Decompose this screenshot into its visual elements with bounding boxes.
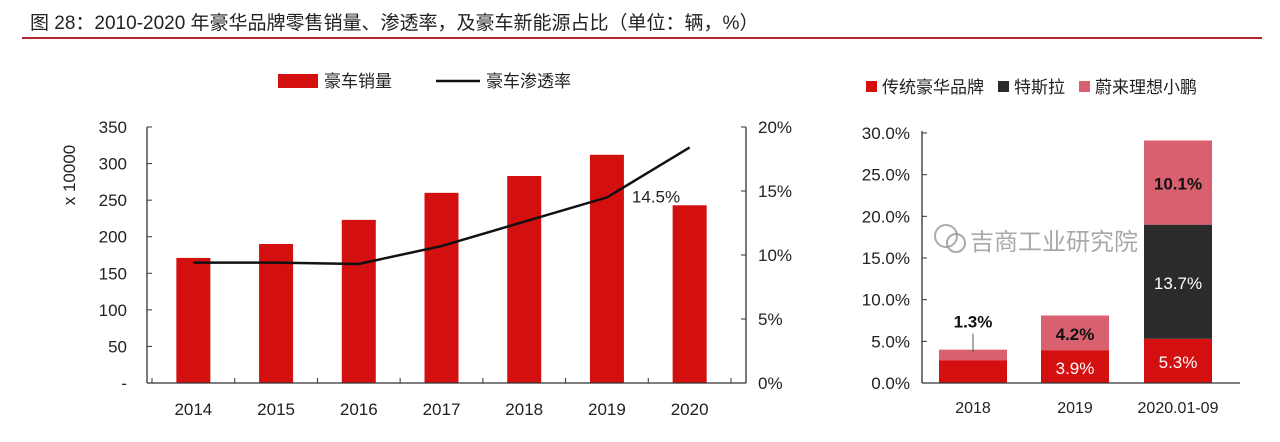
wechat-icon-bubble: [946, 233, 966, 253]
y-tick-label: 30.0%: [862, 124, 910, 143]
bar-2018: [507, 176, 542, 383]
x-tick-label: 2020: [671, 400, 709, 419]
legend-line-label: 豪车渗透率: [486, 71, 571, 91]
y-tick-label: 5.0%: [871, 332, 910, 351]
x-tick-label: 2016: [340, 400, 378, 419]
legend-bar-label: 豪车销量: [324, 71, 392, 91]
figure-title: 图 28：2010-2020 年豪华品牌零售销量、渗透率，及豪车新能源占比（单位…: [30, 13, 759, 34]
data-label: 14.5%: [632, 187, 680, 206]
y-tick-label: 15.0%: [862, 249, 910, 268]
x-tick-label: 2018: [505, 400, 543, 419]
x-tick-label: 2018: [955, 400, 991, 417]
y-tick-label: 350: [99, 118, 127, 137]
stack-data-label: 1.3%: [954, 313, 993, 332]
stack-segment-2018: [939, 360, 1007, 383]
y-tick-label: 20.0%: [862, 207, 910, 226]
y2-tick-label: 0%: [758, 374, 783, 393]
legend-swatch-1: [998, 81, 1009, 92]
y2-tick-label: 15%: [758, 182, 792, 201]
y2-tick-label: 5%: [758, 310, 783, 329]
legend-label: 蔚来理想小鹏: [1095, 78, 1197, 97]
x-tick-label: 2017: [423, 400, 461, 419]
wechat-icon: [934, 224, 958, 248]
bar-2017: [424, 192, 459, 383]
legend-bar-swatch: [278, 74, 318, 88]
y2-tick-label: 10%: [758, 246, 792, 265]
y-tick-label: 300: [99, 155, 127, 174]
y-tick-label: 25.0%: [862, 166, 910, 185]
legend-label: 特斯拉: [1014, 78, 1065, 97]
y-tick-label: 100: [99, 301, 127, 320]
y-tick-label: 250: [99, 191, 127, 210]
y-tick-label: -: [121, 374, 127, 393]
bar-2016: [341, 219, 376, 383]
stack-segment-2020.01-09: [1144, 140, 1212, 225]
legend-label: 传统豪华品牌: [882, 77, 984, 97]
y-axis-label: x 10000: [60, 145, 79, 206]
legend-swatch-0: [866, 81, 877, 92]
x-tick-label: 2014: [174, 400, 212, 419]
stack-segment-2019: [1041, 350, 1109, 383]
x-tick-label: 2019: [1057, 400, 1093, 417]
stack-data-label: 13.7%: [1154, 274, 1202, 293]
y-tick-label: 0.0%: [871, 374, 910, 393]
stack-segment-2020.01-09: [1144, 224, 1212, 339]
stack-segment-2019: [1041, 315, 1109, 351]
stack-data-label: 4.2%: [1056, 325, 1095, 344]
stack-segment-2020.01-09: [1144, 338, 1212, 383]
title-divider: [22, 37, 1262, 39]
x-tick-label: 2015: [257, 400, 295, 419]
bar-2015: [259, 244, 294, 383]
bar-2019: [589, 154, 624, 383]
x-tick-label: 2019: [588, 400, 626, 419]
y-tick-label: 150: [99, 264, 127, 283]
y2-tick-label: 20%: [758, 118, 792, 137]
stack-data-label: 3.9%: [1056, 359, 1095, 378]
bar-2014: [176, 257, 211, 383]
watermark: 吉商工业研究院: [970, 229, 1138, 256]
x-tick-label: 2020.01-09: [1138, 400, 1219, 417]
y-tick-label: 10.0%: [862, 291, 910, 310]
penetration-line: [193, 146, 691, 266]
bar-2020: [672, 205, 707, 383]
y-tick-label: 200: [99, 228, 127, 247]
stack-data-label: 5.3%: [1159, 353, 1198, 372]
stack-data-label: 10.1%: [1154, 175, 1202, 194]
legend-swatch-2: [1079, 81, 1090, 92]
y-tick-label: 50: [108, 337, 127, 356]
stack-segment-2018: [939, 349, 1007, 361]
